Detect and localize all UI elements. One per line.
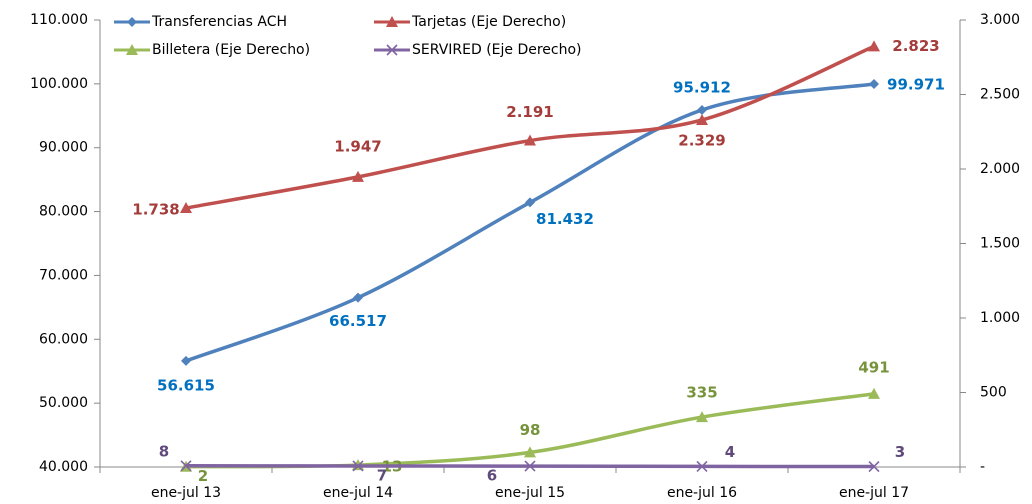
marker	[127, 17, 137, 27]
value-label: 2.823	[892, 37, 939, 55]
marker	[524, 446, 536, 458]
series-line	[185, 44, 875, 210]
marker	[386, 16, 398, 27]
marker	[524, 460, 536, 472]
y2-tick-label: 3.000	[980, 12, 1020, 28]
y2-tick-label: 2.000	[980, 161, 1020, 177]
value-label: 1.738	[132, 201, 179, 219]
marker	[696, 113, 708, 125]
marker	[696, 411, 708, 423]
value-label: 2	[198, 467, 208, 485]
legend-label: SERVIRED (Eje Derecho)	[412, 42, 582, 58]
y-tick-label: 40.000	[39, 459, 88, 475]
y2-tick-label: 1.000	[980, 310, 1020, 326]
value-label: 6	[487, 467, 497, 485]
y2-tick-label: 2.500	[980, 87, 1020, 103]
x-tick-label: ene-jul 15	[495, 485, 565, 501]
value-label: 81.432	[536, 210, 594, 228]
x-tick-label: ene-jul 17	[839, 485, 909, 501]
value-label: 66.517	[329, 312, 387, 330]
marker	[696, 460, 708, 472]
marker	[524, 134, 536, 146]
marker	[353, 292, 363, 303]
marker	[868, 460, 880, 473]
legend-label: Transferencias ACH	[151, 14, 287, 30]
y2-tick-label: 1.500	[980, 236, 1020, 252]
x-tick-label: ene-jul 14	[323, 485, 393, 501]
marker	[868, 387, 880, 399]
value-label: 2.329	[678, 131, 725, 149]
marker	[697, 104, 707, 115]
x-tick-label: ene-jul 16	[667, 485, 737, 501]
value-label: 8	[159, 442, 169, 460]
marker	[181, 355, 191, 366]
y-tick-label: 60.000	[39, 331, 88, 347]
value-label: 1.947	[334, 137, 381, 155]
y2-tick-label: 500	[980, 385, 1007, 401]
marker	[180, 460, 192, 472]
value-label: 99.971	[887, 76, 945, 94]
x-tick-label: ene-jul 13	[151, 485, 221, 501]
marker	[126, 44, 138, 55]
y-tick-label: 50.000	[39, 395, 88, 411]
value-label: 3	[895, 443, 905, 461]
y2-tick-label: -	[980, 459, 985, 475]
y-tick-label: 70.000	[39, 267, 88, 283]
value-label: 56.615	[157, 376, 215, 394]
y-tick-label: 80.000	[39, 204, 88, 220]
value-label: 4	[725, 443, 735, 461]
value-label: 98	[520, 421, 541, 439]
y-tick-label: 110.000	[30, 12, 88, 28]
value-label: 2.191	[506, 103, 553, 121]
marker	[869, 79, 879, 90]
value-label: 491	[858, 358, 889, 376]
legend-label: Billetera (Eje Derecho)	[152, 42, 310, 58]
value-label: 7	[377, 466, 387, 484]
y-tick-label: 100.000	[30, 76, 88, 92]
marker	[868, 40, 880, 52]
marker	[180, 202, 192, 214]
marker	[352, 170, 364, 182]
value-label: 95.912	[673, 78, 731, 96]
y-tick-label: 90.000	[39, 140, 88, 156]
marker	[352, 460, 364, 472]
value-label: 335	[686, 384, 717, 402]
marker	[525, 197, 535, 208]
marker	[386, 44, 398, 56]
legend-label: Tarjetas (Eje Derecho)	[411, 14, 566, 30]
series-line	[185, 82, 875, 363]
